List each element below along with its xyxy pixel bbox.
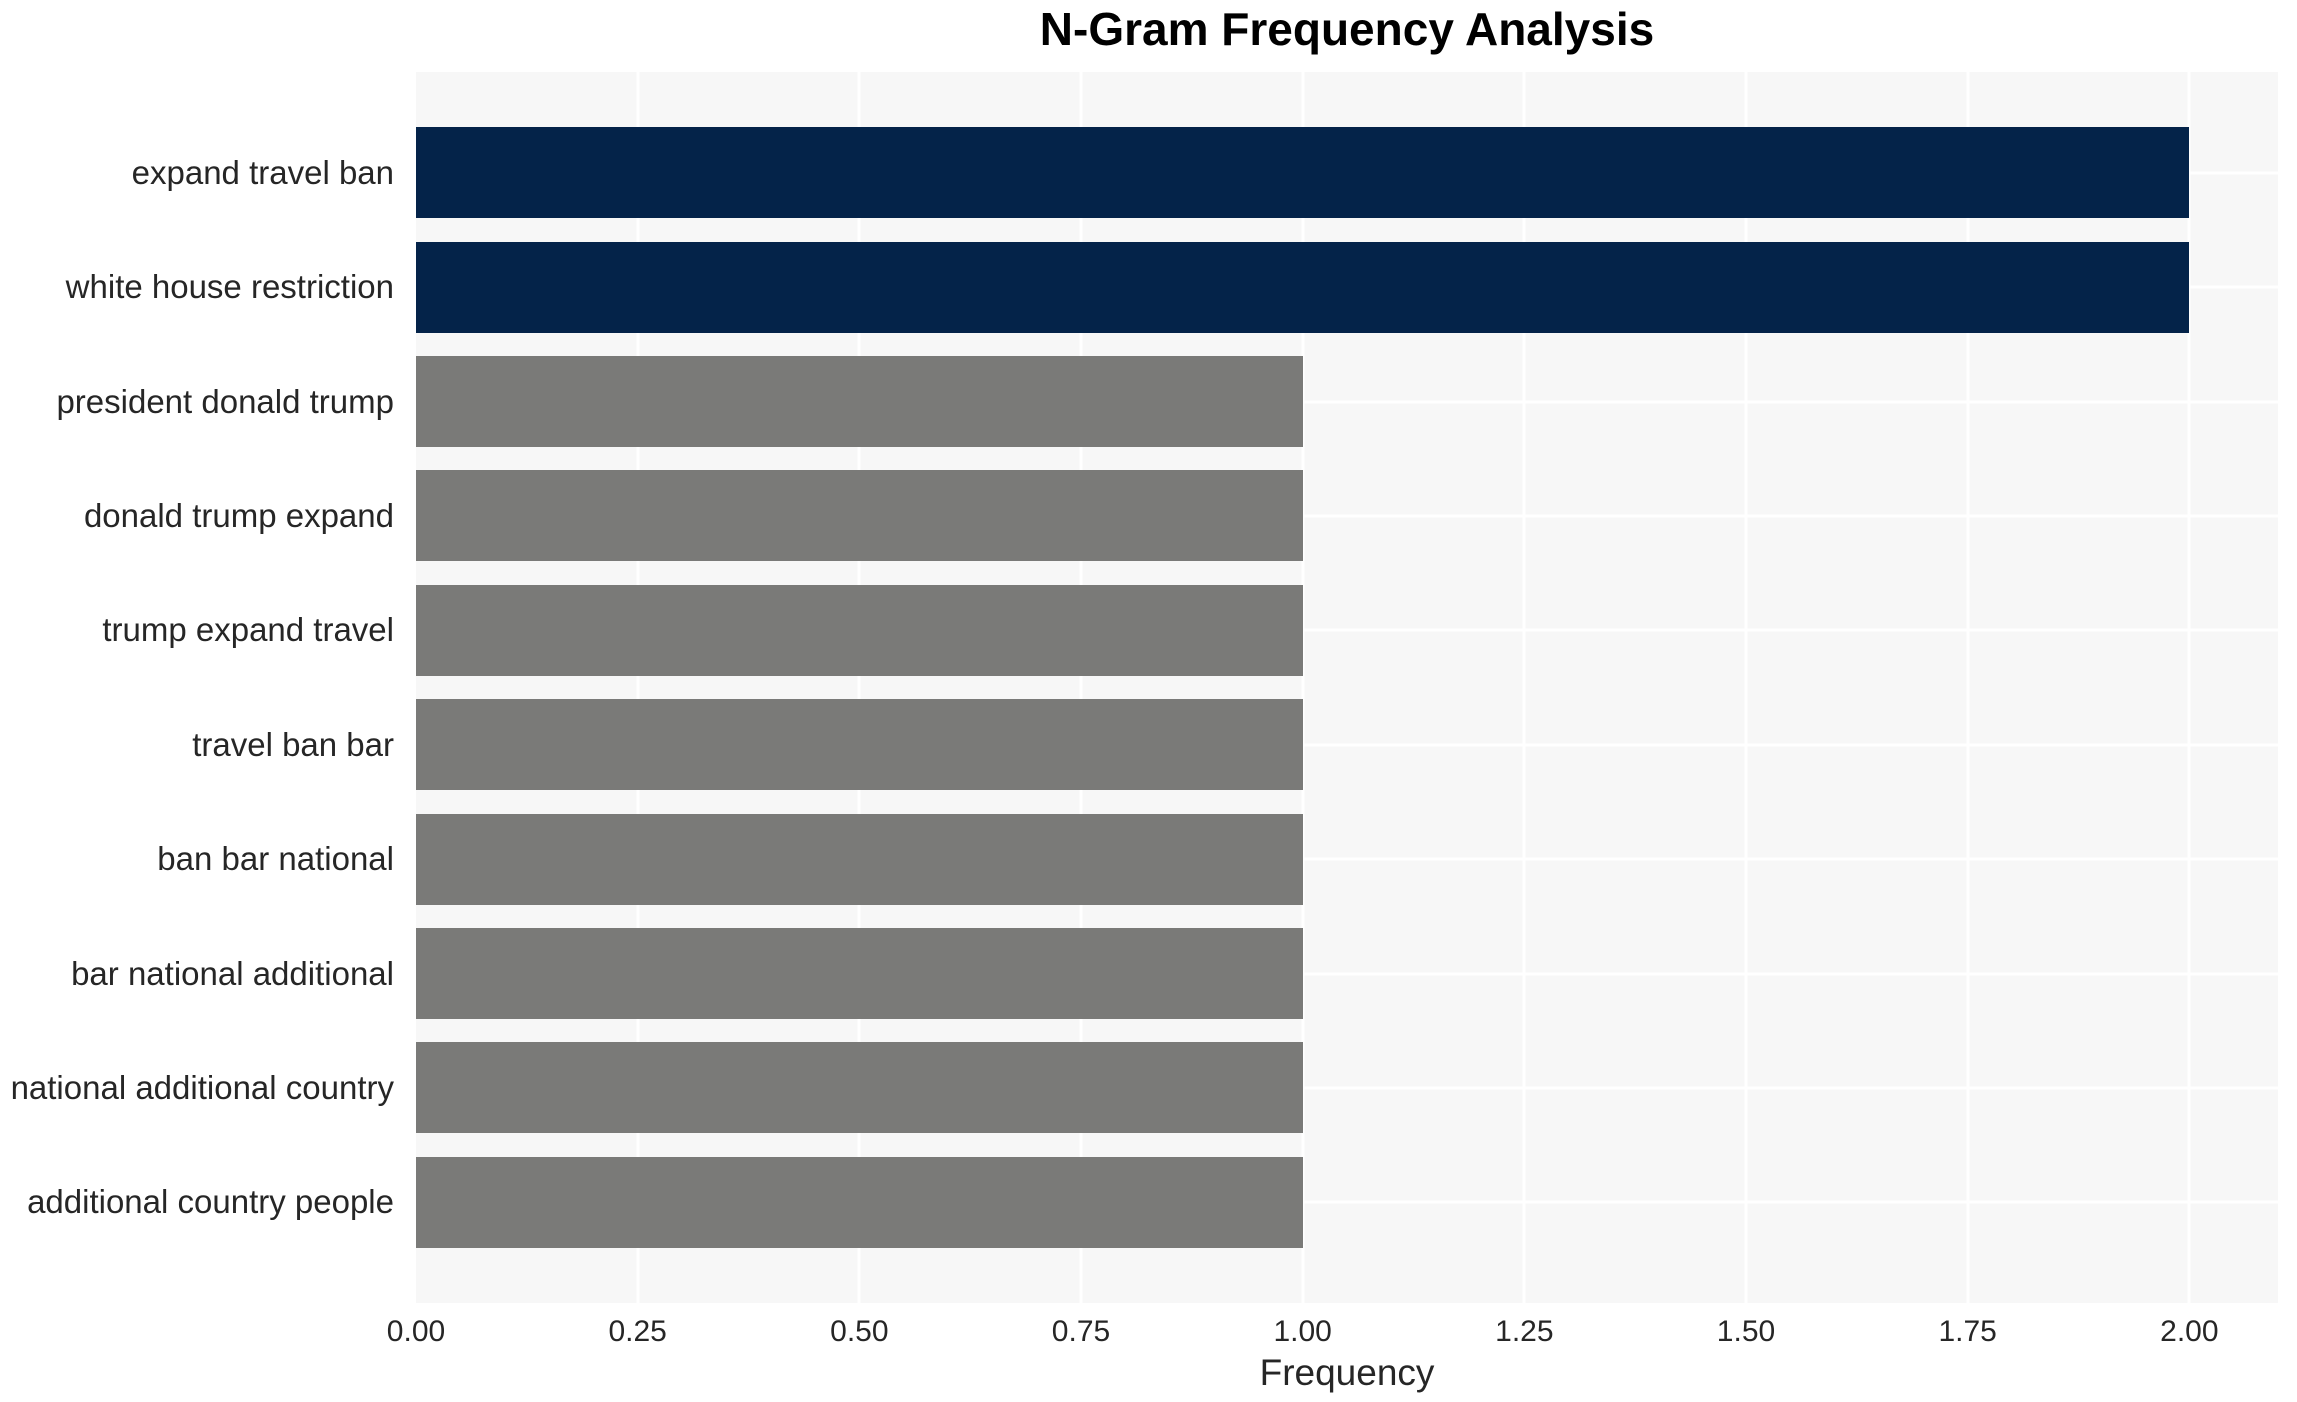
- y-axis-label: president donald trump: [56, 382, 394, 420]
- gridline-vertical: [857, 72, 861, 1303]
- gridline-horizontal: [416, 1086, 2278, 1090]
- gridline-vertical: [2187, 72, 2191, 1303]
- bar: [416, 241, 2190, 333]
- gridline-horizontal: [416, 628, 2278, 632]
- bar: [416, 1156, 1303, 1248]
- y-axis-label: bar national additional: [71, 954, 394, 992]
- x-tick-label: 0.75: [1051, 1315, 1111, 1348]
- x-axis-title: Frequency: [1259, 1352, 1435, 1393]
- gridline-vertical: [1079, 72, 1083, 1303]
- gridline-horizontal: [416, 514, 2278, 518]
- y-axis-labels: expand travel ban white house restriction…: [0, 72, 405, 1303]
- gridline-vertical: [1966, 72, 1970, 1303]
- gridline-horizontal: [416, 1200, 2278, 1204]
- x-tick-label: 0.50: [830, 1315, 889, 1348]
- bar: [416, 928, 1303, 1019]
- x-tick-label: 1.75: [1938, 1315, 1997, 1348]
- x-tick-label: 1.00: [1273, 1315, 1332, 1348]
- bar: [416, 470, 1303, 562]
- gridline-vertical: [636, 72, 640, 1303]
- x-tick-label: 0.25: [608, 1315, 667, 1348]
- gridline-horizontal: [416, 400, 2278, 403]
- bar: [416, 127, 2190, 219]
- x-tick-label: 1.25: [1495, 1315, 1554, 1348]
- y-axis-label: trump expand travel: [102, 611, 394, 649]
- y-axis-label: white house restriction: [65, 268, 394, 306]
- x-tick-label: 1.50: [1716, 1315, 1776, 1348]
- plot-area: [416, 72, 2278, 1303]
- y-axis-label: additional country people: [27, 1183, 394, 1221]
- y-axis-label: expand travel ban: [131, 153, 394, 191]
- bar: [416, 1042, 1303, 1134]
- bars-layer: [416, 72, 2278, 1303]
- bar: [416, 356, 1303, 447]
- y-axis-label: ban bar national: [157, 840, 394, 878]
- y-axis-label: donald trump expand: [83, 496, 394, 534]
- y-axis-label: national additional country: [10, 1068, 394, 1106]
- bar: [416, 699, 1303, 791]
- gridline-horizontal: [416, 743, 2278, 747]
- y-axis-label: travel ban bar: [192, 725, 394, 763]
- gridline-vertical: [1744, 72, 1748, 1303]
- x-tick-label: 2.00: [2160, 1315, 2219, 1348]
- gridline-vertical: [1301, 72, 1305, 1303]
- gridline-horizontal: [416, 857, 2278, 861]
- x-tick-label: 0.00: [386, 1315, 446, 1348]
- chart-title: N-Gram Frequency Analysis: [1039, 3, 1655, 55]
- bar: [416, 813, 1303, 905]
- gridline-horizontal: [416, 972, 2278, 975]
- bar: [416, 584, 1303, 676]
- gridline-vertical: [1522, 72, 1526, 1303]
